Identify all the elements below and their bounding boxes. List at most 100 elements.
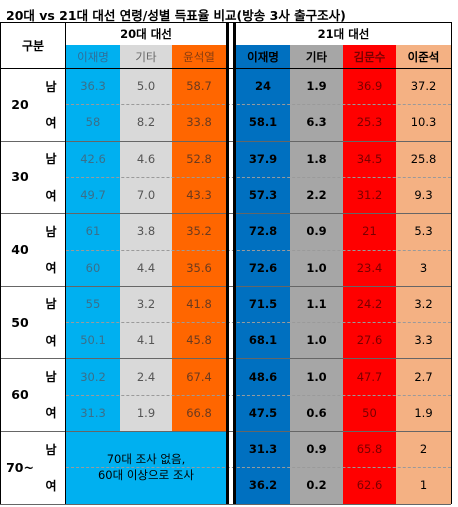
election21-header: 21대 대선 bbox=[317, 26, 370, 41]
e21-value: 21 bbox=[362, 224, 377, 239]
e21-value: 3.3 bbox=[414, 333, 433, 348]
e21-value: 0.2 bbox=[306, 478, 327, 493]
gender-label: 남 bbox=[45, 297, 57, 312]
e21-value: 1.1 bbox=[306, 296, 327, 311]
e21-value: 2.2 bbox=[306, 188, 327, 203]
grid-line bbox=[66, 249, 451, 251]
age-label: 30 bbox=[11, 169, 29, 185]
election20-header: 20대 대선 bbox=[120, 26, 172, 41]
e20-value: 45.8 bbox=[186, 333, 212, 348]
e21-value: 71.5 bbox=[248, 296, 278, 311]
e21-value: 34.5 bbox=[356, 151, 383, 166]
e21-value: 5.3 bbox=[414, 224, 433, 239]
grid-line bbox=[66, 394, 451, 396]
e21-value: 9.3 bbox=[414, 188, 433, 203]
col20-header-2: 윤석열 bbox=[172, 45, 226, 68]
col21-header-1: 기타 bbox=[290, 45, 343, 68]
age-label: 70~ bbox=[6, 459, 34, 475]
e21-value: 0.9 bbox=[306, 442, 327, 457]
e21-value: 68.1 bbox=[248, 333, 278, 348]
e20-value: 5.0 bbox=[136, 79, 156, 94]
e21-value: 3 bbox=[419, 260, 428, 275]
e21-value: 57.3 bbox=[248, 188, 278, 203]
grid-line bbox=[233, 22, 236, 504]
e21-value: 24.2 bbox=[356, 296, 383, 311]
gender-label: 여 bbox=[45, 188, 57, 203]
e20-value: 52.8 bbox=[186, 151, 212, 166]
gender-label: 여 bbox=[45, 261, 57, 276]
grid-line bbox=[0, 358, 451, 360]
col20-header-1: 기타 bbox=[120, 45, 172, 68]
e21-value: 50 bbox=[362, 405, 377, 420]
e21-value: 72.6 bbox=[248, 260, 278, 275]
gender-label: 남 bbox=[45, 224, 57, 239]
e20-value: 55 bbox=[85, 296, 101, 311]
gender-label: 여 bbox=[45, 333, 57, 348]
grid-line bbox=[0, 22, 451, 23]
grid-line bbox=[0, 68, 451, 69]
e21-value: 48.6 bbox=[248, 369, 278, 384]
age-label: 40 bbox=[11, 241, 29, 257]
e21-value: 1.9 bbox=[414, 405, 433, 420]
e21-value: 1.8 bbox=[306, 151, 327, 166]
e20-value: 3.8 bbox=[136, 224, 156, 239]
e20-value: 33.8 bbox=[186, 115, 212, 130]
e21-value: 2.7 bbox=[414, 369, 433, 384]
age-label: 60 bbox=[11, 387, 29, 403]
e21-value: 1 bbox=[419, 478, 428, 493]
e21-value: 0.6 bbox=[306, 405, 327, 420]
e20-value: 49.7 bbox=[80, 188, 106, 203]
e20-value: 31.3 bbox=[80, 405, 106, 420]
e21-value: 3.2 bbox=[414, 296, 433, 311]
col21-header-3: 이준석 bbox=[396, 45, 451, 68]
grid-line bbox=[226, 22, 229, 504]
e20-value: 4.1 bbox=[136, 333, 156, 348]
e21-value: 65.8 bbox=[356, 442, 383, 457]
group-header: 구분 bbox=[21, 38, 45, 53]
e21-value: 6.3 bbox=[306, 115, 327, 130]
e21-value: 37.9 bbox=[248, 151, 278, 166]
grid-line bbox=[0, 22, 1, 504]
gender-label: 여 bbox=[45, 478, 57, 493]
grid-line bbox=[66, 176, 451, 178]
e20-value: 36.3 bbox=[80, 79, 106, 94]
e21-value: 1.0 bbox=[306, 369, 327, 384]
e20-value: 61 bbox=[85, 224, 101, 239]
e21-value: 36.9 bbox=[356, 79, 383, 94]
e20-value: 8.2 bbox=[136, 115, 156, 130]
e21-value: 25.8 bbox=[410, 151, 437, 166]
e21-value: 23.4 bbox=[356, 260, 383, 275]
e21-value: 36.2 bbox=[248, 478, 278, 493]
e21-value: 1.0 bbox=[306, 333, 327, 348]
gender-label: 남 bbox=[45, 79, 57, 94]
e21-value: 2 bbox=[419, 442, 428, 457]
e21-value: 47.5 bbox=[248, 405, 278, 420]
grid-line bbox=[66, 467, 451, 469]
e21-value: 24 bbox=[254, 79, 271, 94]
e20-value: 7.0 bbox=[136, 188, 156, 203]
age-label: 50 bbox=[11, 314, 29, 330]
e20-value: 60 bbox=[85, 260, 101, 275]
e20-value: 58 bbox=[85, 115, 101, 130]
e20-value: 41.8 bbox=[186, 296, 212, 311]
e20-value: 2.4 bbox=[136, 369, 156, 384]
gender-label: 남 bbox=[45, 442, 57, 457]
gender-label: 남 bbox=[45, 152, 57, 167]
e20-value: 4.4 bbox=[136, 260, 156, 275]
e21-value: 25.3 bbox=[356, 115, 383, 130]
col20-header-0: 이재명 bbox=[66, 45, 120, 68]
e20-value: 58.7 bbox=[186, 79, 212, 94]
e21-value: 10.3 bbox=[410, 115, 437, 130]
e21-value: 1.0 bbox=[306, 260, 327, 275]
col21-header-2: 김문수 bbox=[343, 45, 396, 68]
e21-value: 1.9 bbox=[306, 79, 327, 94]
grid-line bbox=[65, 22, 66, 504]
grid-line bbox=[0, 431, 451, 432]
e21-value: 62.6 bbox=[356, 478, 383, 493]
gender-label: 여 bbox=[45, 406, 57, 421]
grid-line bbox=[0, 213, 451, 215]
e21-value: 72.8 bbox=[248, 224, 278, 239]
e20-value: 4.6 bbox=[136, 151, 156, 166]
gender-label: 남 bbox=[45, 370, 57, 385]
